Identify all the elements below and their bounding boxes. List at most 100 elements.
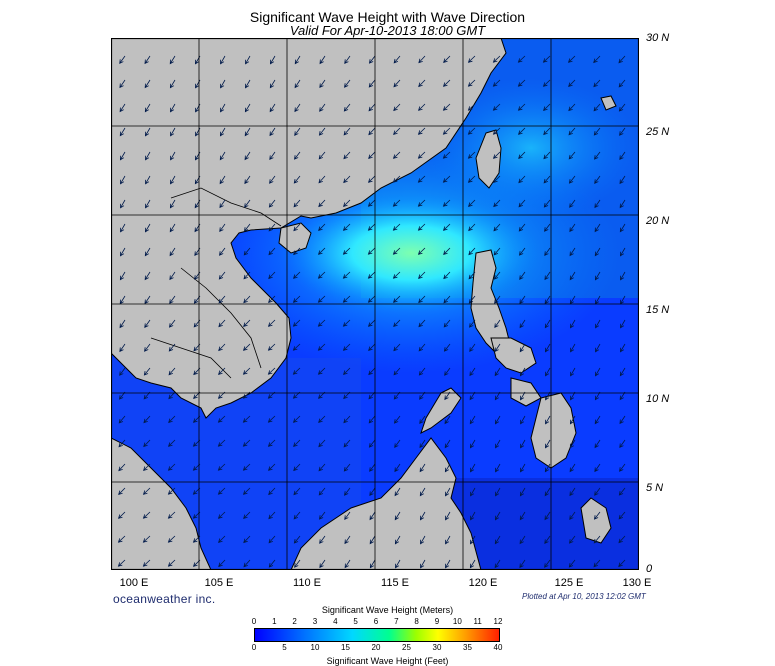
wave-arrow [467,175,476,183]
wave-arrow [417,151,426,159]
wave-arrow [494,535,501,545]
wave-arrow [520,439,526,449]
wave-arrow [119,319,126,329]
wave-arrow [142,535,151,543]
wave-arrow [217,439,226,447]
wave-arrow [542,79,551,87]
wave-arrow [219,247,226,256]
wave-arrow [117,535,126,543]
wave-arrow [119,343,126,353]
wave-arrow [595,343,601,353]
wave-arrow [569,415,576,425]
wave-arrow [269,151,276,161]
wave-arrow [595,367,601,377]
wave-arrow [594,271,601,281]
wave-arrow [519,487,526,497]
wave-arrow [169,271,176,281]
wave-arrow [544,223,551,232]
wave-arrow [119,367,126,376]
wave-arrow [170,151,176,161]
wave-arrow [469,415,476,425]
wave-arrow [418,295,426,304]
wave-arrow [517,79,526,87]
wave-arrow [367,319,376,327]
wave-arrow [293,199,301,208]
wave-arrow [120,175,126,185]
wave-arrow [317,271,326,279]
wave-arrow [518,151,526,160]
wave-arrow [219,223,226,232]
wave-arrow [393,367,401,376]
wave-arrow [244,127,251,137]
wave-arrow [619,415,626,425]
wave-arrow [170,175,176,185]
wave-arrow [593,79,601,88]
wave-arrow [293,487,301,496]
wave-arrow [595,319,601,329]
wave-arrow [493,175,501,183]
wave-arrow [394,487,401,497]
feet-tick: 10 [310,643,320,652]
colorbar-title-meters: Significant Wave Height (Meters) [321,605,454,615]
wave-arrow [317,247,326,255]
wave-arrow [269,175,276,184]
wave-arrow [593,535,601,544]
wave-arrow [619,199,626,209]
lon-label-110e: 110 E [293,577,321,589]
wave-arrow [392,247,401,255]
wave-arrow [468,247,476,256]
wave-arrow [368,103,376,112]
wave-arrow [618,79,626,88]
wave-arrow [168,343,176,352]
wave-arrow [468,199,476,207]
wave-arrow [544,271,551,281]
wave-arrow [543,103,551,111]
wave-arrow [469,319,476,328]
wave-arrow [292,295,301,303]
wave-arrow [169,247,176,257]
wave-arrow [319,79,326,89]
wave-arrow [268,223,276,232]
wave-arrow [343,175,351,184]
wave-arrow [294,79,301,89]
wave-arrow [467,127,476,135]
wave-arrow [293,271,301,279]
wave-arrow [519,271,526,280]
wave-arrow [392,151,401,159]
wave-arrow [218,367,226,375]
wave-arrow [620,343,626,353]
colorbar-title-feet: Significant Wave Height (Feet) [326,656,449,666]
wave-arrow [317,319,326,327]
wave-arrow [268,247,276,256]
wave-arrow [220,79,226,89]
wave-arrow [418,103,426,111]
wave-arrow [619,367,626,377]
wave-arrow [294,559,301,568]
wave-arrow [544,247,551,257]
wave-arrow [517,103,526,111]
wave-arrow [367,271,376,279]
wave-arrow [594,199,601,209]
wave-arrow [392,271,401,279]
wave-arrow [368,151,376,160]
wave-arrow [417,199,426,207]
wave-arrow [218,271,226,280]
wave-arrow [544,463,551,473]
wave-arrow [167,487,176,495]
wave-arrow [495,439,501,449]
wave-arrow [593,103,601,112]
wave-arrow [344,55,351,64]
wave-arrow [119,79,126,89]
wave-arrow [594,487,601,496]
wave-arrow [567,55,576,63]
wave-arrow [217,463,226,471]
wave-arrow [619,463,626,472]
wave-arrow [593,127,601,136]
wave-arrow [342,343,351,351]
wave-arrow [143,463,151,471]
wave-arrow [444,439,451,449]
wave-arrow [493,223,501,232]
wave-arrow [492,55,501,63]
wave-arrow [418,367,426,376]
wave-arrow [317,295,326,303]
